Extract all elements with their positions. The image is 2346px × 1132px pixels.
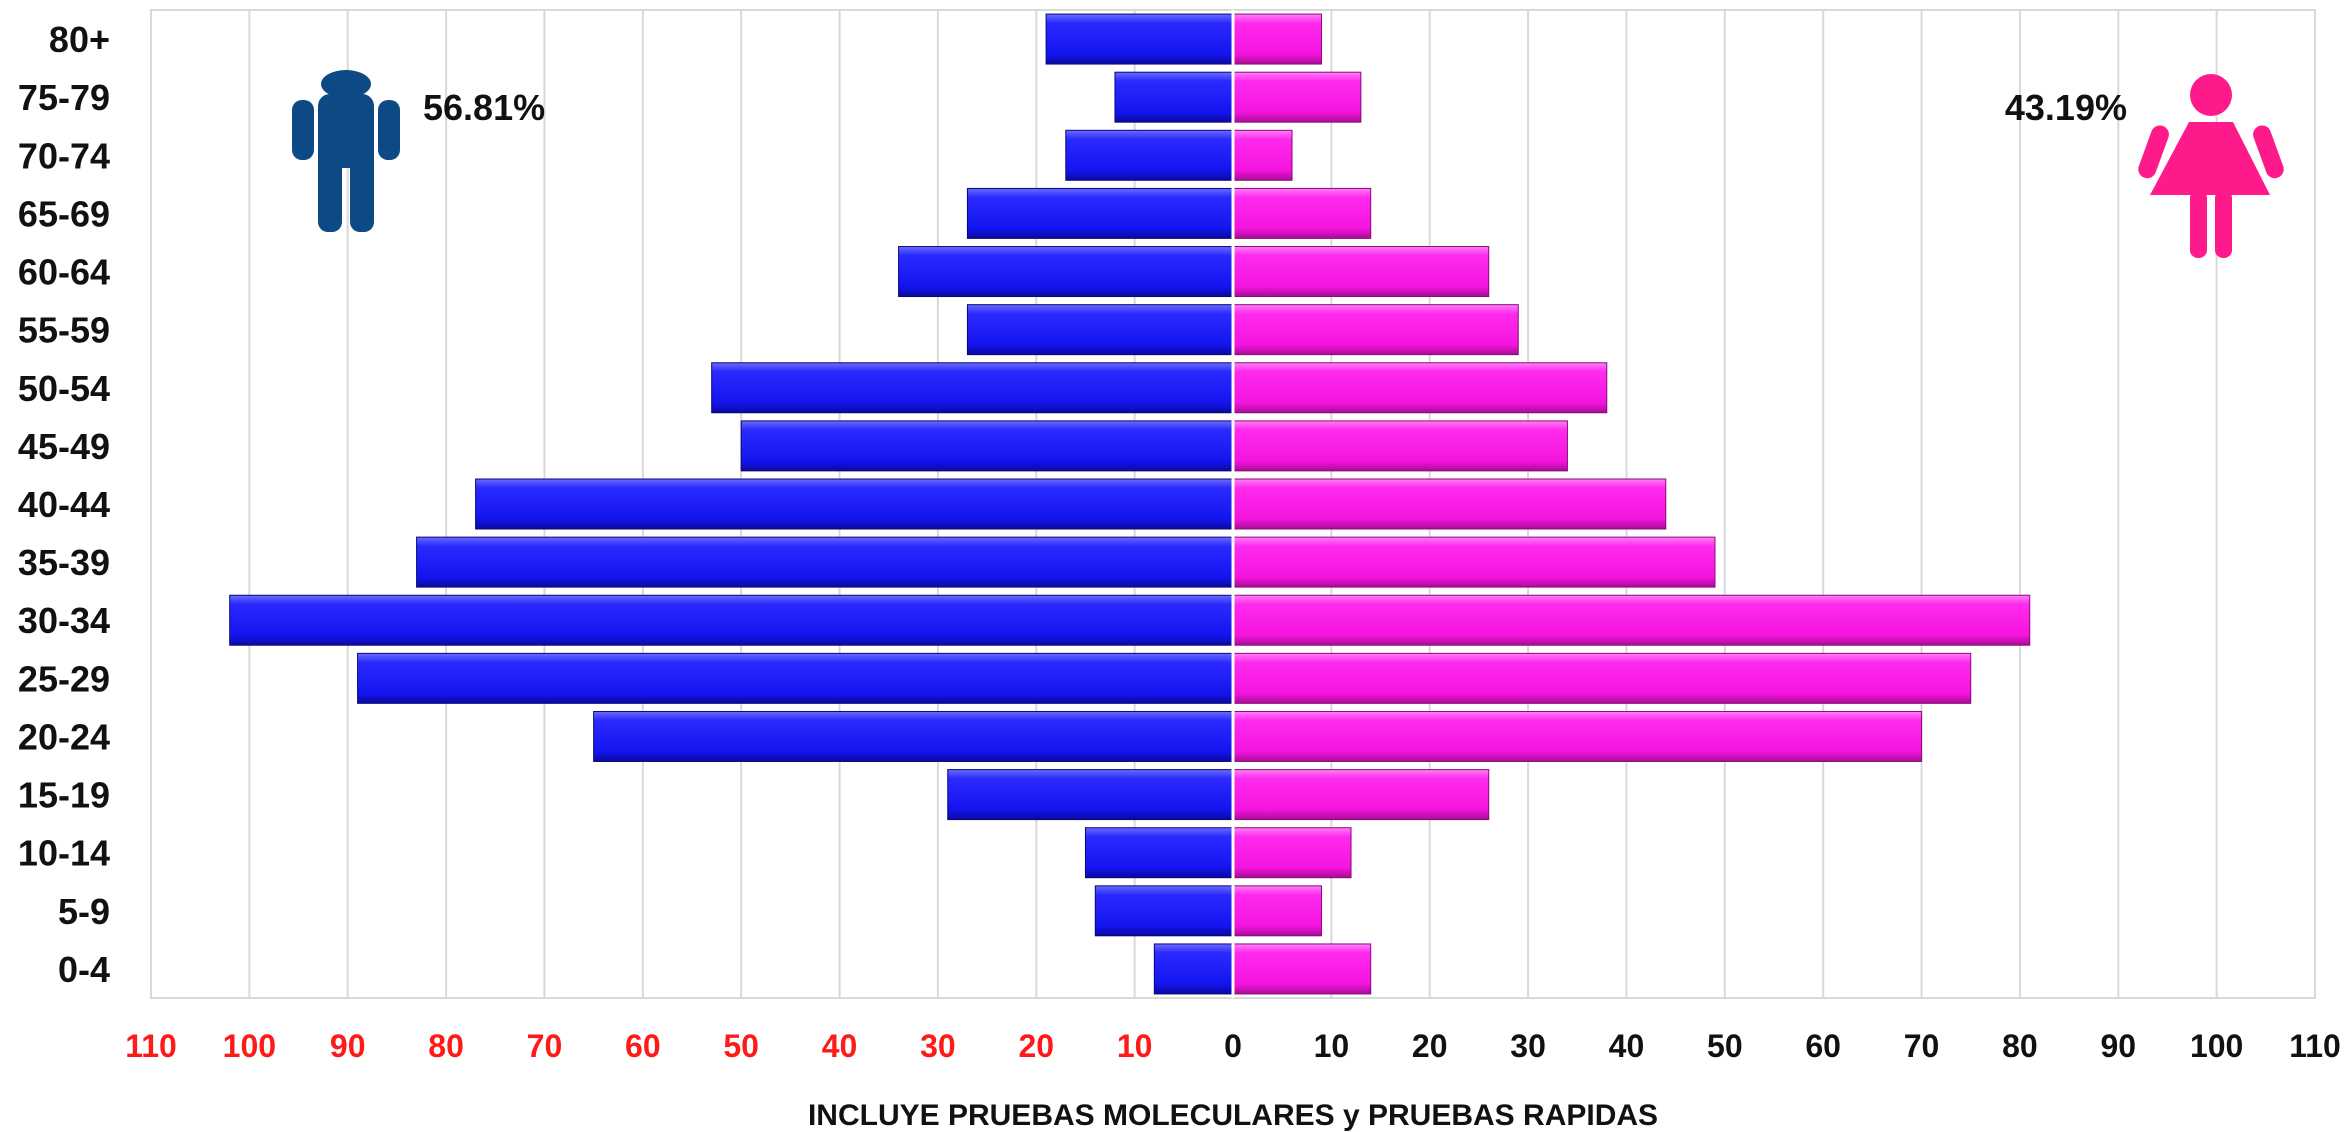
x-tick-label: 60 [1805,1028,1841,1064]
y-tick-label: 55-59 [18,310,110,351]
y-tick-label: 35-39 [18,542,110,583]
bar-right-5-9 [1232,885,1323,937]
bar-left-40-44 [475,478,1234,530]
bar-left-80+ [1045,13,1234,65]
bar-left-50-54 [711,362,1234,414]
x-axis-title: INCLUYE PRUEBAS MOLECULARES y PRUEBAS RA… [808,1099,1658,1132]
y-tick-label: 45-49 [18,426,110,467]
bar-left-5-9 [1094,885,1234,937]
x-tick-label: 110 [2289,1028,2341,1064]
bar-right-75-79 [1232,71,1362,123]
bar-right-45-49 [1232,420,1568,472]
bar-right-10-14 [1232,827,1352,879]
bar-right-30-34 [1232,594,2031,646]
y-tick-label: 0-4 [58,949,110,990]
bar-right-80+ [1232,13,1323,65]
x-tick-label: 40 [822,1028,858,1064]
y-tick-label: 75-79 [18,77,110,118]
bar-left-20-24 [593,710,1234,762]
x-tick-label: 90 [2100,1028,2136,1064]
x-tick-label: 50 [1707,1028,1743,1064]
female-percentage: 43.19% [2005,87,2127,128]
x-tick-label: 100 [2190,1028,2243,1064]
bar-right-70-74 [1232,129,1293,181]
x-tick-label: 40 [1609,1028,1645,1064]
x-tick-label: 10 [1117,1028,1153,1064]
y-tick-label: 30-34 [18,600,110,641]
y-tick-label: 15-19 [18,775,110,816]
x-tick-label: 50 [723,1028,759,1064]
bar-right-55-59 [1232,304,1519,356]
y-tick-label: 50-54 [18,368,110,409]
bar-left-65-69 [966,187,1234,239]
bar-left-45-49 [740,420,1234,472]
bar-right-40-44 [1232,478,1667,530]
bar-right-15-19 [1232,769,1490,821]
male-person-icon [292,70,400,232]
y-tick-label: 25-29 [18,658,110,699]
y-tick-label: 10-14 [18,833,110,874]
bar-left-0-4 [1153,943,1234,995]
y-axis-labels: 80+ 75-79 70-74 65-69 60-64 55-59 50-54 45-49 40… [18,19,110,990]
x-tick-label: 80 [428,1028,464,1064]
x-tick-label: 90 [330,1028,366,1064]
x-tick-label: 70 [527,1028,563,1064]
x-tick-label: 0 [1224,1028,1242,1064]
x-tick-label: 10 [1314,1028,1350,1064]
bar-left-55-59 [966,304,1234,356]
bar-left-75-79 [1114,71,1234,123]
male-percentage: 56.81% [423,87,545,128]
bars-group [229,13,2031,995]
bar-right-0-4 [1232,943,1372,995]
bar-right-50-54 [1232,362,1608,414]
bar-right-35-39 [1232,536,1716,588]
bar-right-20-24 [1232,710,1923,762]
female-person-icon [2138,74,2284,258]
x-tick-label: 20 [1018,1028,1054,1064]
y-tick-label: 60-64 [18,252,110,293]
x-tick-label: 100 [223,1028,276,1064]
y-tick-label: 80+ [49,19,110,60]
y-tick-label: 5-9 [58,891,110,932]
x-tick-label: 30 [1510,1028,1546,1064]
bar-left-60-64 [898,246,1234,298]
y-tick-label: 20-24 [18,716,110,757]
x-tick-label: 60 [625,1028,661,1064]
bar-right-25-29 [1232,652,1972,704]
x-tick-label: 110 [125,1028,177,1064]
bar-left-15-19 [947,769,1234,821]
y-tick-label: 70-74 [18,135,110,176]
x-tick-label: 70 [1904,1028,1940,1064]
y-tick-label: 40-44 [18,484,110,525]
x-tick-label: 20 [1412,1028,1448,1064]
bar-left-70-74 [1065,129,1234,181]
x-tick-label: 80 [2002,1028,2038,1064]
x-axis-ticks: 110 100 90 80 70 60 50 40 30 20 10 0 10 20 30 40 50 60 70 8… [125,1028,2341,1064]
bar-right-65-69 [1232,187,1372,239]
bar-right-60-64 [1232,246,1490,298]
bar-left-25-29 [357,652,1234,704]
x-tick-label: 30 [920,1028,956,1064]
y-tick-label: 65-69 [18,193,110,234]
bar-left-10-14 [1084,827,1234,879]
bar-left-30-34 [229,594,1234,646]
bar-left-35-39 [416,536,1234,588]
